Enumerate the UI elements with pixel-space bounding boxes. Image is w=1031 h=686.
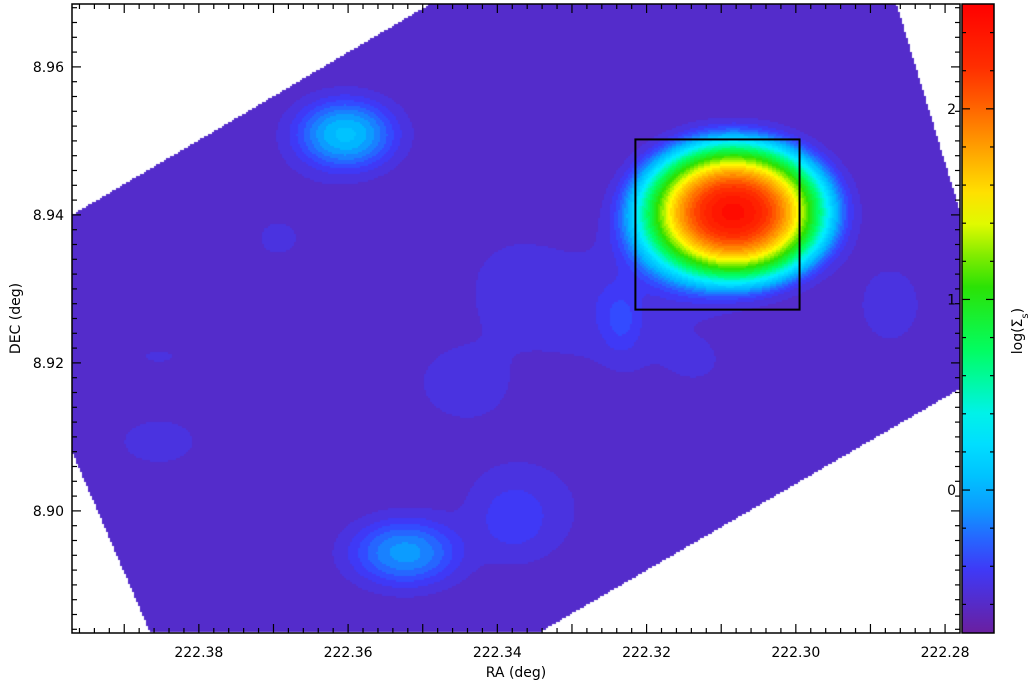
colorbar-gradient [962,4,994,633]
plot-area: 222.38 222.36 222.34 222.32 222.30 222.28 8.9… [33,3,970,661]
x-tick-label: 222.38 [174,645,223,661]
x-tick-label: 222.34 [473,645,522,661]
y-tick-label: 8.92 [33,356,64,372]
y-tick-label: 8.96 [33,60,64,76]
x-axis-ticks: 222.38 222.36 222.34 222.32 222.30 222.28 [78,4,970,661]
colorbar-tick-label: 2 [947,102,956,118]
x-tick-label: 222.28 [921,645,970,661]
colorbar-tick-label: 0 [947,483,956,499]
colorbar-ticks: 0 1 2 [947,31,994,606]
y-tick-label: 8.90 [33,504,64,520]
x-tick-label: 222.36 [324,645,373,661]
colorbar-frame [961,3,995,634]
highlight-box [634,138,801,311]
x-tick-label: 222.32 [622,645,671,661]
y-axis-label: DEC (deg) [8,283,24,354]
colorbar-label: log(Σs) [1010,308,1031,354]
x-tick-label: 222.30 [771,645,820,661]
colorbar: 0 1 2 log(Σs) [947,3,1031,634]
y-axis-ticks: 8.90 8.92 8.94 8.96 [33,7,960,630]
colorbar-tick-label: 1 [947,292,956,308]
x-axis-label: RA (deg) [486,665,547,681]
density-heatmap [72,4,960,633]
y-tick-label: 8.94 [33,208,64,224]
